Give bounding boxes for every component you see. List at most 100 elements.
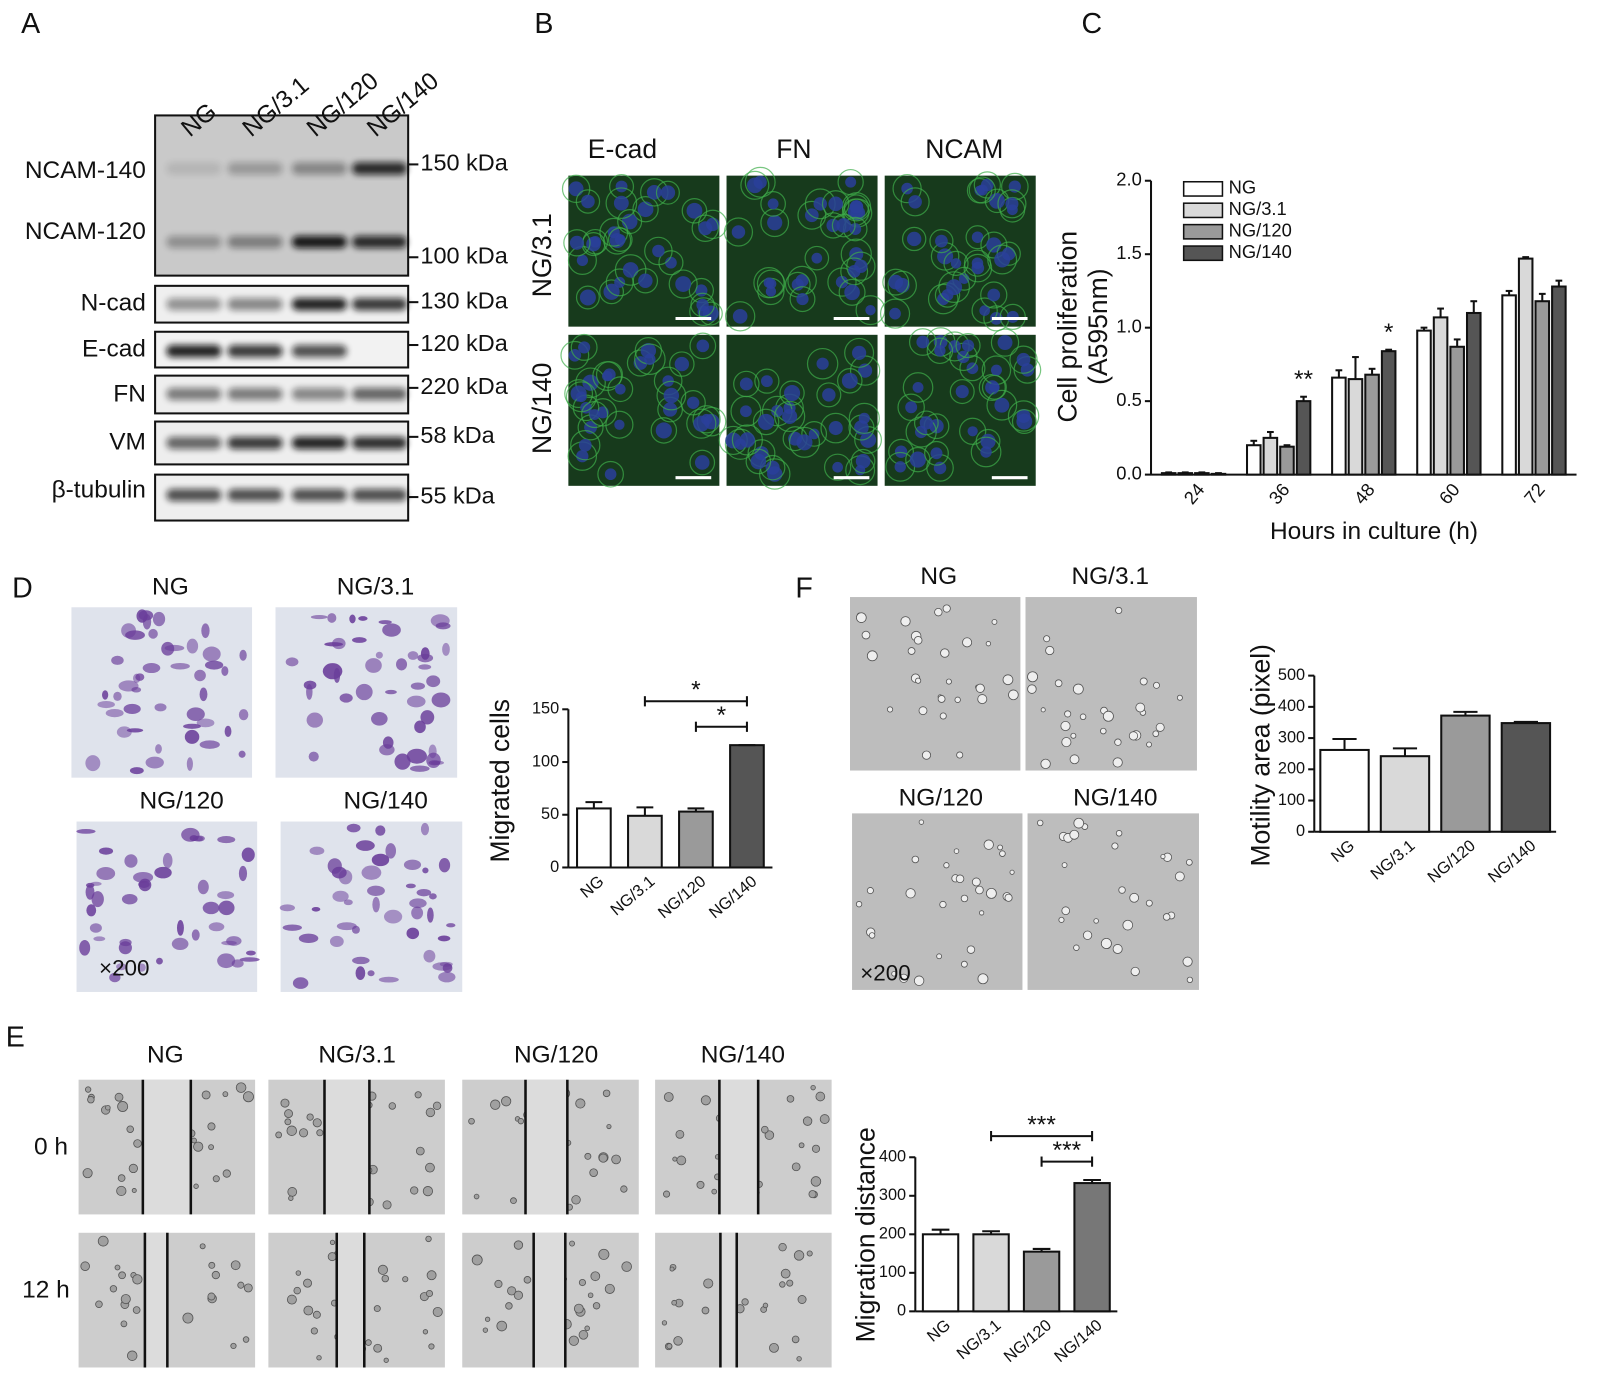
micrograph	[1025, 597, 1197, 771]
cell	[700, 1095, 711, 1106]
cell	[284, 1118, 292, 1126]
cell	[95, 1300, 103, 1309]
x-tick-label: NG/120	[655, 872, 710, 922]
cell	[207, 1122, 216, 1131]
cell	[1100, 727, 1107, 735]
blot-band	[352, 387, 408, 401]
stained-cell	[420, 710, 435, 725]
cell-outline	[850, 448, 876, 474]
cell	[793, 1250, 805, 1261]
cell	[490, 1099, 501, 1110]
cell	[1061, 737, 1072, 748]
stained-cell	[176, 920, 184, 936]
cell	[510, 1197, 517, 1205]
y-axis-label: Migrated cells	[485, 699, 515, 863]
panel-label: F	[795, 572, 812, 604]
error-bar	[1522, 256, 1530, 259]
image-label: NG/120	[139, 788, 223, 815]
stained-cell	[396, 658, 408, 671]
cell	[975, 885, 984, 895]
stained-cell	[324, 642, 344, 647]
cell-nucleus	[971, 261, 985, 275]
cell-nucleus	[989, 382, 1000, 393]
cell	[786, 1279, 794, 1287]
cell	[1061, 862, 1068, 868]
stained-cell	[406, 927, 420, 940]
legend-swatch	[1182, 223, 1224, 240]
stained-cell	[367, 885, 385, 897]
y-tick-label: 400	[879, 1148, 906, 1166]
cell-outline	[563, 229, 591, 257]
cell-outline	[970, 436, 1002, 468]
bar	[1347, 378, 1364, 476]
stained-cell	[138, 880, 150, 888]
cell	[388, 1102, 397, 1110]
cell	[569, 1240, 576, 1247]
cell-nucleus	[740, 405, 752, 418]
cell-nucleus	[698, 221, 713, 236]
cell-nucleus	[578, 341, 591, 354]
cell	[802, 1116, 813, 1126]
stained-cell	[241, 847, 255, 863]
stained-cell	[383, 909, 403, 924]
cell	[208, 1144, 214, 1151]
cell	[1162, 913, 1171, 921]
cell	[956, 751, 964, 759]
cell	[1100, 937, 1112, 949]
cell	[1176, 694, 1183, 701]
error-bar	[1335, 369, 1343, 378]
stained-cell	[308, 751, 319, 762]
cell	[1160, 853, 1166, 860]
cell	[414, 1091, 422, 1099]
image-label: NG/3.1	[1071, 563, 1149, 590]
cell-outline	[668, 269, 698, 299]
cell-nucleus	[674, 356, 690, 372]
cell-nucleus	[1016, 352, 1031, 367]
cell	[918, 819, 925, 825]
stained-cell	[298, 933, 319, 943]
cell-outline	[797, 200, 827, 230]
cell	[798, 1142, 805, 1149]
y-tick-label: 0.5	[1116, 389, 1142, 410]
y-axis-label: Migration distance	[850, 1127, 880, 1342]
cell	[242, 1091, 254, 1103]
cell	[1040, 707, 1046, 713]
stained-cell	[403, 859, 422, 870]
cell-outline	[730, 395, 762, 427]
cell-nucleus	[757, 413, 775, 431]
cell	[1040, 758, 1051, 770]
cell-outline	[756, 269, 786, 299]
cell	[105, 1104, 111, 1111]
cell-nucleus	[994, 397, 1010, 413]
cell-nucleus	[581, 194, 595, 209]
cell-outline	[680, 390, 706, 416]
cell-outline	[605, 187, 638, 219]
y-tick-label: 150	[532, 700, 559, 718]
cell	[284, 1109, 293, 1119]
cell	[806, 1250, 813, 1257]
cell	[578, 1330, 589, 1340]
cell-nucleus	[732, 308, 748, 324]
stained-cell	[431, 692, 451, 708]
stained-cell	[292, 977, 309, 989]
cell	[243, 1283, 253, 1293]
cell-nucleus	[767, 198, 779, 210]
cell	[425, 1107, 436, 1118]
legend-label: NG	[1229, 177, 1257, 198]
cell-nucleus	[1006, 310, 1019, 323]
cell-outline	[902, 372, 934, 403]
y-tick-label: 100	[532, 752, 559, 770]
cell	[327, 1252, 337, 1262]
cell-nucleus	[950, 258, 962, 269]
stained-cell	[385, 843, 397, 859]
panel-label: C	[1082, 8, 1103, 40]
stained-cell	[394, 753, 411, 770]
cell-nucleus	[816, 357, 829, 370]
cell	[1145, 899, 1153, 907]
stained-cell	[105, 708, 124, 718]
cell	[120, 1294, 131, 1305]
cell	[598, 1153, 608, 1163]
stained-cell	[133, 673, 141, 684]
image-label: NG	[920, 563, 957, 590]
stained-cell	[154, 703, 167, 712]
